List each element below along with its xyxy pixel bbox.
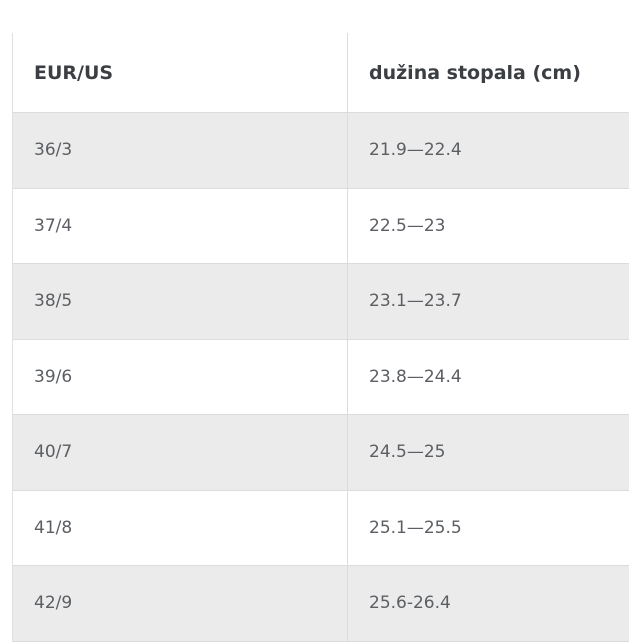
table-row: 41/8 25.1—25.5 [13,490,629,566]
table-cell: 25.1—25.5 [369,517,462,538]
table-cell: 22.5—23 [369,215,446,236]
table-cell: 41/8 [13,490,348,565]
table-cell: 39/6 [13,339,348,414]
table-row: 36/3 21.9—22.4 [13,113,629,189]
header-cell: dužina stopala (cm) [369,61,581,84]
table-cell: 23.8—24.4 [369,366,462,387]
table-cell: 23.1—23.7 [369,291,462,312]
header-row: EUR/US dužina stopala (cm) [13,33,629,113]
table-cell: 24.5—25 [369,442,446,463]
table-row: 40/7 24.5—25 [13,415,629,491]
header-cell: EUR/US [13,33,348,112]
table-cell: 36/3 [13,113,348,188]
table-row: 39/6 23.8—24.4 [13,339,629,415]
table-cell: 21.9—22.4 [369,140,462,161]
table-cell: 40/7 [13,415,348,490]
table-row: 42/9 25.6-26.4 [13,566,629,642]
table-cell: 25.6-26.4 [369,593,451,614]
table-cell: 42/9 [13,566,348,641]
table-cell: 38/5 [13,264,348,339]
size-table: EUR/US dužina stopala (cm) 36/3 21.9—22.4… [12,33,629,642]
table-cell: 37/4 [13,188,348,263]
table-row: 37/4 22.5—23 [13,188,629,264]
table-row: 38/5 23.1—23.7 [13,264,629,340]
